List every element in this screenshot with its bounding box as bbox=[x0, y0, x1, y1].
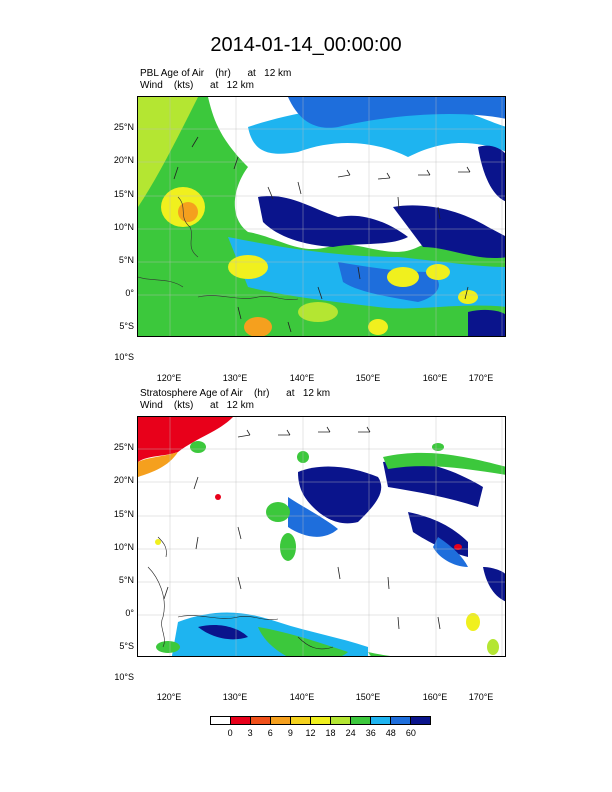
colorbar-swatch bbox=[250, 717, 270, 724]
panel1-lat-label: 0° bbox=[125, 288, 134, 298]
panel1-lon-label: 120°E bbox=[156, 373, 182, 383]
panel2-lat-label: 10°S bbox=[114, 672, 134, 682]
colorbar-tick-label: 0 bbox=[227, 728, 233, 738]
panel2-lat-label: 5°S bbox=[119, 641, 134, 651]
panel2-lon-label: 160°E bbox=[422, 692, 448, 702]
colorbar-tick-label: 24 bbox=[345, 728, 356, 738]
colorbar-swatch bbox=[410, 717, 430, 724]
panel2-lat-label: 0° bbox=[125, 608, 134, 618]
colorbar-swatch bbox=[270, 717, 290, 724]
colorbar-tick-label: 48 bbox=[385, 728, 396, 738]
panel1-lon-label: 140°E bbox=[289, 373, 315, 383]
colorbar-tick-label: 9 bbox=[287, 728, 293, 738]
colorbar-swatch bbox=[211, 717, 230, 724]
panel1-field-plot bbox=[138, 97, 505, 336]
panel2-lat-label: 15°N bbox=[113, 509, 134, 519]
panel2-lon-label: 170°E bbox=[468, 692, 494, 702]
panel2-map bbox=[137, 416, 506, 657]
panel2-lat-label: 25°N bbox=[113, 442, 134, 452]
panel1-lat-label: 10°S bbox=[114, 352, 134, 362]
panel1-lat-label: 15°N bbox=[113, 189, 134, 199]
colorbar-tick-label: 36 bbox=[365, 728, 376, 738]
panel2-wind-label: Wind (kts) at 12 km bbox=[140, 400, 254, 411]
colorbar-tick-label: 60 bbox=[405, 728, 416, 738]
panel1-lat-label: 25°N bbox=[113, 122, 134, 132]
panel2-lon-label: 140°E bbox=[289, 692, 315, 702]
colorbar-tick-label: 18 bbox=[325, 728, 336, 738]
colorbar-swatch bbox=[230, 717, 250, 724]
colorbar-swatch bbox=[370, 717, 390, 724]
colorbar-labels: 0 3 6 9 12 18 24 36 48 60 bbox=[210, 728, 431, 740]
panel1-lon-label: 130°E bbox=[222, 373, 248, 383]
panel2-field-label: Stratosphere Age of Air (hr) at 12 km bbox=[140, 388, 331, 399]
panel1-map bbox=[137, 96, 506, 337]
panel2-lat-label: 20°N bbox=[113, 475, 134, 485]
panel1-lat-label: 5°N bbox=[118, 255, 134, 265]
panel1-lon-label: 170°E bbox=[468, 373, 494, 383]
colorbar-swatch bbox=[330, 717, 350, 724]
panel2-lat-label: 5°N bbox=[118, 575, 134, 585]
colorbar-tick-label: 12 bbox=[305, 728, 316, 738]
colorbar-swatch bbox=[290, 717, 310, 724]
colorbar-tick-label: 6 bbox=[267, 728, 273, 738]
colorbar-swatch bbox=[390, 717, 410, 724]
colorbar-tick-label: 3 bbox=[247, 728, 253, 738]
panel1-lat-label: 20°N bbox=[113, 155, 134, 165]
panel2-lon-label: 150°E bbox=[355, 692, 381, 702]
panel1-lat-label: 10°N bbox=[113, 222, 134, 232]
colorbar bbox=[210, 716, 431, 725]
colorbar-swatch bbox=[310, 717, 330, 724]
panel2-field-plot bbox=[138, 417, 505, 656]
panel1-wind-label: Wind (kts) at 12 km bbox=[140, 80, 254, 91]
colorbar-swatch bbox=[350, 717, 370, 724]
page-title: 2014-01-14_00:00:00 bbox=[210, 34, 402, 56]
panel1-lon-label: 160°E bbox=[422, 373, 448, 383]
panel2-lon-label: 120°E bbox=[156, 692, 182, 702]
panel1-lat-label: 5°S bbox=[119, 321, 134, 331]
panel2-lon-label: 130°E bbox=[222, 692, 248, 702]
panel1-lon-label: 150°E bbox=[355, 373, 381, 383]
panel1-field-label: PBL Age of Air (hr) at 12 km bbox=[140, 68, 292, 79]
panel2-lat-label: 10°N bbox=[113, 542, 134, 552]
